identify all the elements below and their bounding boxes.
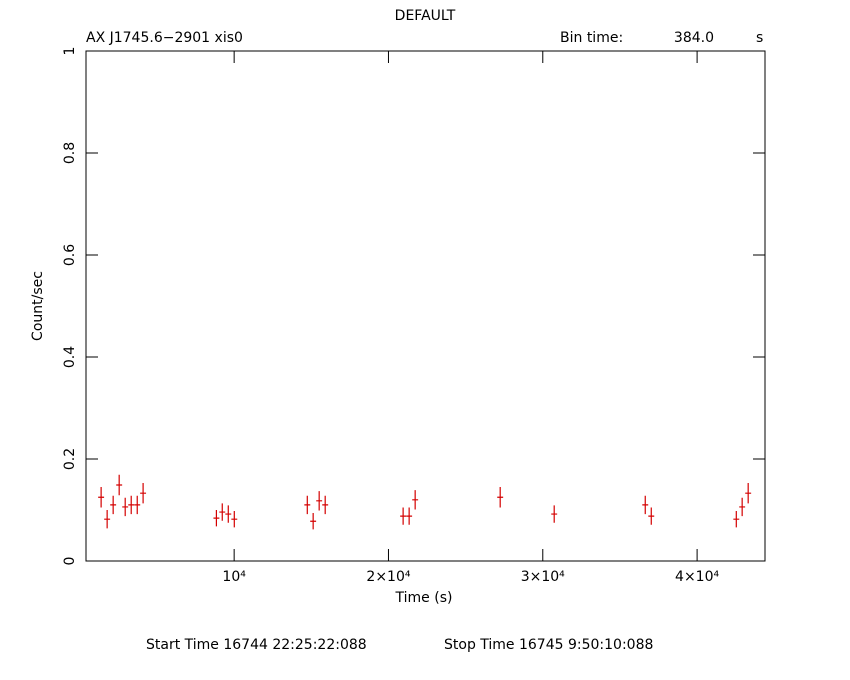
chart-title: DEFAULT	[395, 8, 456, 24]
error-bar	[104, 510, 111, 529]
x-axis-label: Time (s)	[395, 590, 453, 606]
source-label: AX J1745.6−2901 xis0	[86, 30, 243, 46]
stop-time: Stop Time 16745 9:50:10:088	[444, 637, 653, 653]
error-bar	[310, 513, 317, 530]
error-bar	[648, 507, 655, 525]
error-bar	[322, 495, 329, 515]
y-tick-label: 1	[62, 47, 78, 56]
error-bar	[400, 507, 407, 525]
x-tick-label: 3×10⁴	[521, 569, 565, 585]
y-tick-label: 0.2	[62, 448, 78, 470]
plot-frame	[85, 50, 766, 562]
error-bar	[231, 511, 238, 528]
error-bar	[733, 511, 740, 528]
error-bar	[406, 507, 413, 525]
error-bar	[225, 505, 232, 523]
error-bar	[745, 482, 752, 504]
error-bar	[128, 495, 135, 515]
error-bar	[122, 497, 129, 517]
y-tick-label: 0.4	[62, 346, 78, 368]
error-bar	[140, 482, 147, 504]
bin-time-label: Bin time:	[560, 30, 623, 46]
error-bar	[316, 491, 323, 511]
error-bar	[304, 495, 311, 515]
error-bar	[219, 503, 226, 521]
error-bar	[642, 495, 649, 515]
x-tick-label: 4×10⁴	[675, 569, 719, 585]
error-bar	[739, 497, 746, 517]
error-bar	[213, 510, 220, 527]
y-tick-label: 0.6	[62, 244, 78, 266]
start-time: Start Time 16744 22:25:22:088	[146, 637, 367, 653]
x-tick-label: 10⁴	[222, 569, 246, 585]
error-bar	[98, 487, 105, 508]
error-bar	[497, 487, 504, 508]
error-bar	[551, 505, 558, 523]
y-tick-label: 0	[62, 557, 78, 566]
y-axis-label: Count/sec	[30, 271, 46, 341]
x-tick-label: 2×10⁴	[366, 569, 410, 585]
error-bar	[110, 495, 117, 515]
error-bar	[116, 474, 123, 496]
bin-time-value: 384.0	[674, 30, 714, 46]
y-tick-label: 0.8	[62, 142, 78, 164]
bin-time-unit: s	[756, 30, 763, 46]
error-bar	[412, 490, 419, 510]
error-bar	[134, 495, 141, 515]
